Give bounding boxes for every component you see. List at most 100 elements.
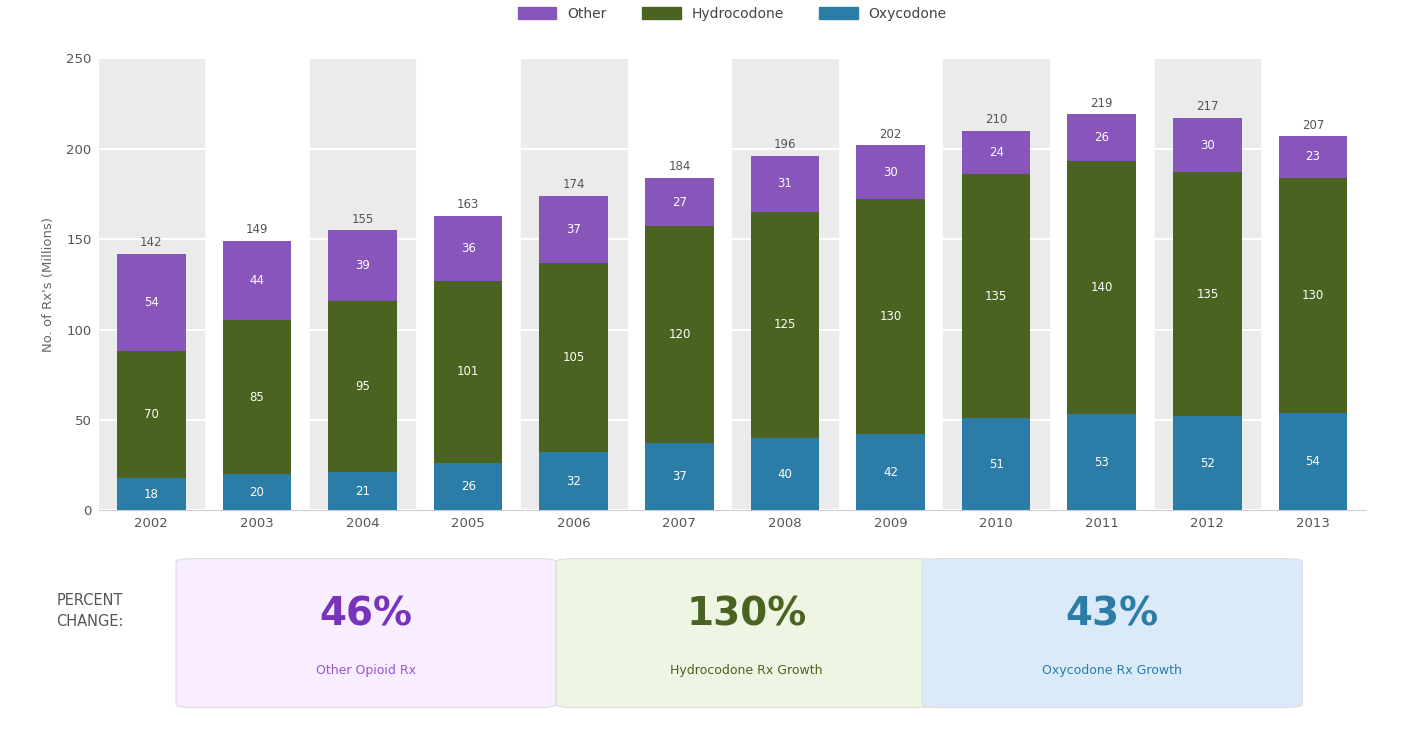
Text: 210: 210 xyxy=(986,113,1007,126)
Text: 54: 54 xyxy=(1305,455,1321,468)
Bar xyxy=(328,472,397,510)
Bar xyxy=(1155,58,1260,510)
Text: 140: 140 xyxy=(1091,281,1112,295)
Text: Hydrocodone Rx Growth: Hydrocodone Rx Growth xyxy=(670,663,822,677)
Bar xyxy=(962,130,1031,174)
Text: Other Opioid Rx: Other Opioid Rx xyxy=(315,663,417,677)
Bar xyxy=(645,227,714,443)
Bar xyxy=(732,58,838,510)
Text: PERCENT
CHANGE:: PERCENT CHANGE: xyxy=(56,593,124,628)
Bar xyxy=(856,434,925,510)
Text: 24: 24 xyxy=(988,146,1004,159)
Text: 23: 23 xyxy=(1305,150,1321,163)
Text: 174: 174 xyxy=(563,178,584,191)
Text: 26: 26 xyxy=(1094,131,1110,144)
Text: 53: 53 xyxy=(1094,456,1110,469)
Text: 85: 85 xyxy=(249,391,265,404)
Bar xyxy=(856,199,925,434)
Text: 101: 101 xyxy=(458,365,479,378)
Bar xyxy=(1278,413,1347,510)
Text: 105: 105 xyxy=(563,351,584,364)
Bar xyxy=(99,58,204,510)
Bar xyxy=(117,351,186,477)
Text: Oxycodone Rx Growth: Oxycodone Rx Growth xyxy=(1042,663,1183,677)
Bar xyxy=(222,241,291,321)
Text: 37: 37 xyxy=(566,222,582,235)
Text: 142: 142 xyxy=(141,236,162,249)
Bar xyxy=(750,156,819,212)
Bar xyxy=(521,58,627,510)
Text: 130: 130 xyxy=(880,311,901,324)
Bar xyxy=(434,464,503,510)
Text: 20: 20 xyxy=(249,486,265,499)
Text: 130%: 130% xyxy=(686,596,807,634)
Bar xyxy=(1173,118,1242,172)
Bar xyxy=(645,178,714,227)
Text: 21: 21 xyxy=(355,485,370,498)
Text: 184: 184 xyxy=(669,160,690,173)
Text: 27: 27 xyxy=(672,195,687,208)
Bar xyxy=(1067,161,1136,415)
Bar xyxy=(856,145,925,199)
Text: 30: 30 xyxy=(883,165,898,179)
Text: 149: 149 xyxy=(246,223,268,236)
Text: 32: 32 xyxy=(566,475,582,488)
Bar xyxy=(1067,415,1136,510)
Bar xyxy=(222,321,291,474)
Text: 37: 37 xyxy=(672,470,687,483)
Text: 125: 125 xyxy=(774,319,796,332)
Bar xyxy=(645,443,714,510)
Bar xyxy=(1067,114,1136,161)
Bar xyxy=(117,477,186,510)
Bar xyxy=(434,281,503,464)
Legend: Other, Hydrocodone, Oxycodone: Other, Hydrocodone, Oxycodone xyxy=(518,7,946,20)
Bar xyxy=(328,300,397,472)
Text: 130: 130 xyxy=(1302,289,1324,302)
Bar xyxy=(539,195,608,262)
Text: 43%: 43% xyxy=(1066,596,1159,634)
Bar xyxy=(539,453,608,510)
Text: 207: 207 xyxy=(1302,119,1324,131)
Bar xyxy=(328,230,397,300)
FancyBboxPatch shape xyxy=(176,558,556,708)
Bar xyxy=(539,262,608,453)
Text: 70: 70 xyxy=(144,408,159,421)
Bar xyxy=(962,418,1031,510)
Text: 202: 202 xyxy=(880,128,901,141)
Text: 217: 217 xyxy=(1197,101,1218,114)
Bar xyxy=(1173,172,1242,416)
Text: 120: 120 xyxy=(669,329,690,341)
Text: 44: 44 xyxy=(249,274,265,287)
Text: 46%: 46% xyxy=(320,596,413,634)
Text: 163: 163 xyxy=(458,198,479,211)
Text: 135: 135 xyxy=(986,289,1007,303)
Text: 36: 36 xyxy=(460,241,476,254)
Text: 18: 18 xyxy=(144,488,159,501)
Text: 42: 42 xyxy=(883,466,898,479)
Bar xyxy=(943,58,1049,510)
Text: 31: 31 xyxy=(777,177,793,190)
Text: 52: 52 xyxy=(1200,457,1215,469)
Bar xyxy=(1278,178,1347,413)
Text: 54: 54 xyxy=(144,296,159,309)
Text: 95: 95 xyxy=(355,380,370,393)
Text: 51: 51 xyxy=(988,458,1004,471)
Bar xyxy=(750,438,819,510)
Text: 40: 40 xyxy=(777,467,793,480)
Text: 219: 219 xyxy=(1091,97,1112,110)
Bar xyxy=(1173,416,1242,510)
Bar xyxy=(962,174,1031,418)
Text: 135: 135 xyxy=(1197,288,1218,301)
Bar xyxy=(750,212,819,438)
FancyBboxPatch shape xyxy=(922,558,1302,708)
Text: 196: 196 xyxy=(774,139,796,152)
Text: 39: 39 xyxy=(355,259,370,272)
Bar xyxy=(117,254,186,351)
Bar xyxy=(222,474,291,510)
Y-axis label: No. of Rx's (Millions): No. of Rx's (Millions) xyxy=(42,217,55,352)
Bar xyxy=(434,216,503,281)
Text: 26: 26 xyxy=(460,480,476,494)
FancyBboxPatch shape xyxy=(556,558,936,708)
Text: 155: 155 xyxy=(352,213,373,225)
Text: 30: 30 xyxy=(1200,139,1215,152)
